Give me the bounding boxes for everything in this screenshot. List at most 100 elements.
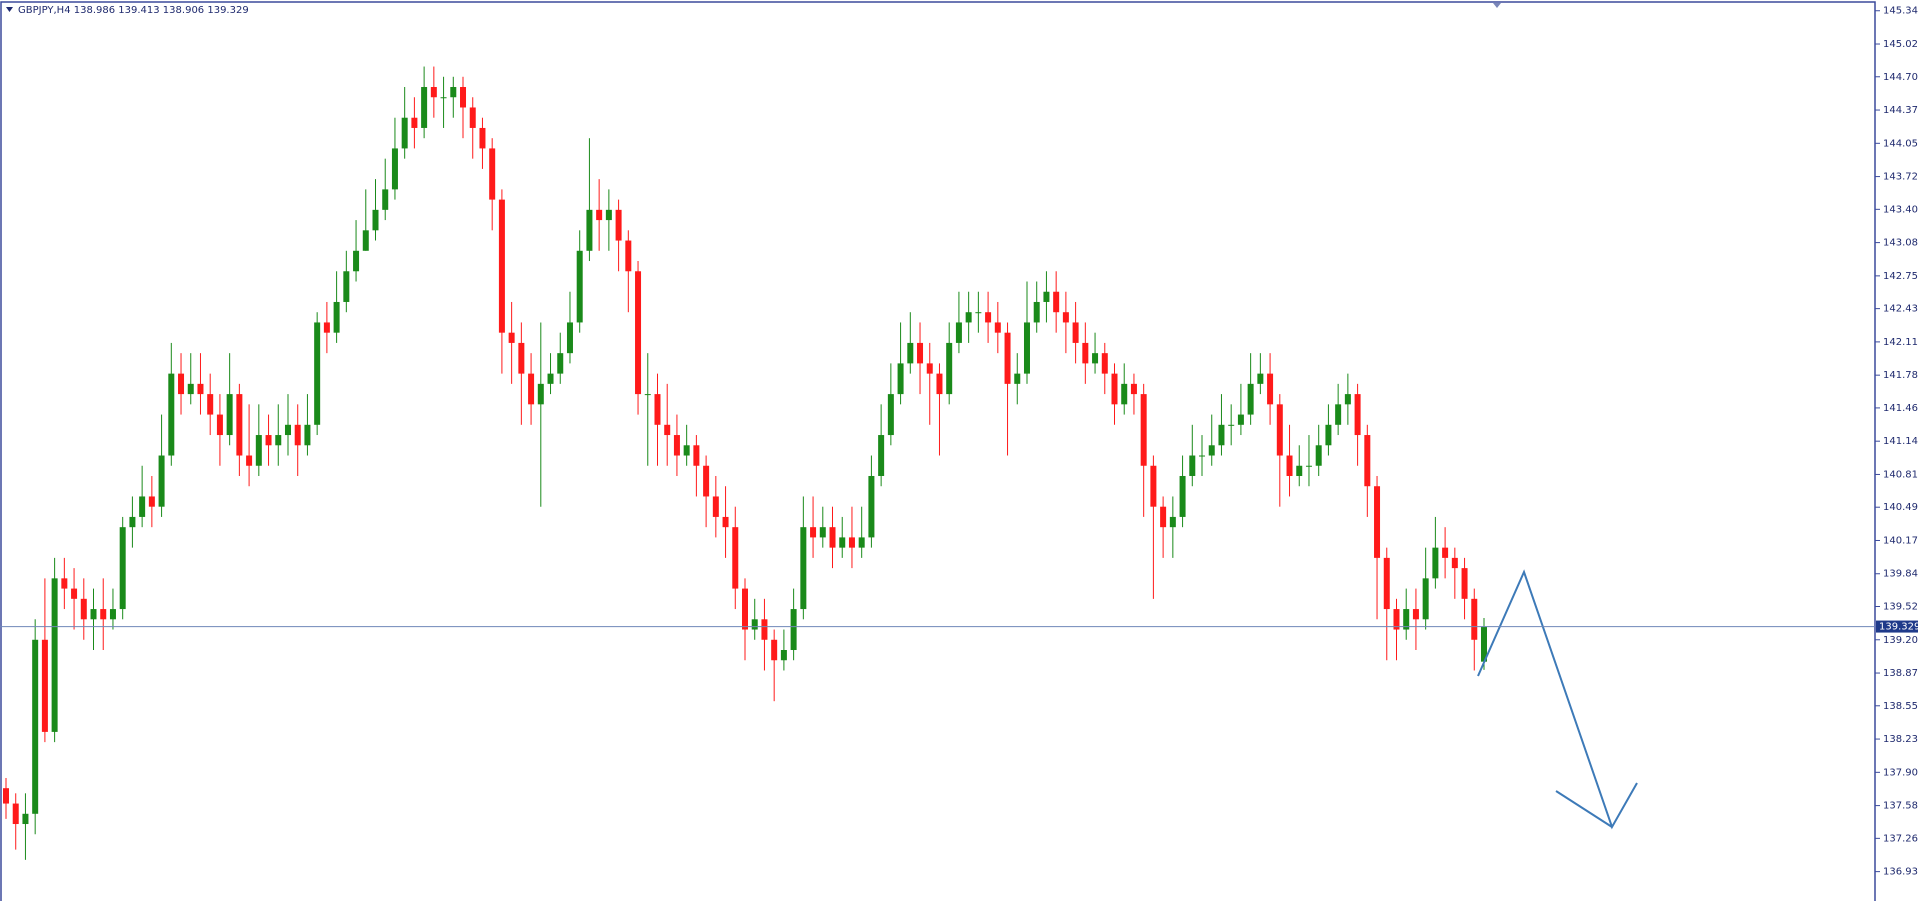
candle-body xyxy=(528,373,535,405)
candle-body xyxy=(848,537,855,548)
y-tick-label: 142.435 xyxy=(1883,304,1918,315)
candle-body xyxy=(1237,414,1244,425)
y-tick-label: 144.050 xyxy=(1883,138,1918,149)
candle-body xyxy=(1286,455,1293,476)
candle-body xyxy=(654,394,661,425)
candle-body xyxy=(275,435,282,446)
candle-body xyxy=(985,312,992,323)
candle-body xyxy=(41,639,48,732)
y-tick-label: 142.755 xyxy=(1883,271,1918,282)
candle-body xyxy=(61,578,68,589)
shift-marker xyxy=(1493,3,1501,8)
candle-body xyxy=(401,117,408,149)
candle-body xyxy=(761,619,768,640)
y-tick-label: 143.080 xyxy=(1883,238,1918,249)
candle-body xyxy=(1247,383,1254,415)
candle-body xyxy=(508,332,515,343)
candle-body xyxy=(372,209,379,231)
candle-body xyxy=(1257,373,1264,384)
candle-body xyxy=(353,250,360,272)
candle-body xyxy=(635,271,642,395)
candle-body xyxy=(411,117,418,128)
candle-body xyxy=(800,527,807,610)
forecast-arrow-head xyxy=(1555,790,1613,828)
candle-body xyxy=(1354,394,1361,436)
y-tick-label: 139.525 xyxy=(1883,602,1918,613)
candle-body xyxy=(284,424,291,436)
candle-body xyxy=(1140,394,1147,466)
candle-body xyxy=(868,475,875,538)
candle-body xyxy=(100,609,107,620)
candle-body xyxy=(1072,322,1079,343)
candle-body xyxy=(1442,547,1449,558)
candle-body xyxy=(810,527,817,538)
candle-body xyxy=(139,496,146,517)
candle-body xyxy=(1461,568,1468,599)
y-tick-label: 138.230 xyxy=(1883,734,1918,745)
y-tick-label: 141.140 xyxy=(1883,436,1918,447)
candle-body xyxy=(1481,626,1487,662)
candle-body xyxy=(129,516,136,528)
candle-body xyxy=(1150,465,1157,507)
candle-body xyxy=(1023,322,1030,374)
candle-body xyxy=(460,87,467,108)
candle-body xyxy=(187,383,194,395)
candle-body xyxy=(1374,486,1381,558)
candle-body xyxy=(955,322,962,343)
candle-body xyxy=(119,527,126,610)
candle-body xyxy=(829,527,836,548)
candle-body xyxy=(80,598,87,620)
y-tick-label: 137.260 xyxy=(1883,833,1918,844)
candle-body xyxy=(586,209,593,251)
y-tick-label: 136.935 xyxy=(1883,867,1918,878)
candle-body xyxy=(430,87,437,98)
candle-body xyxy=(780,650,787,661)
candle-body xyxy=(1169,516,1176,528)
candle-body xyxy=(576,250,583,323)
candle-body xyxy=(664,424,671,436)
candle-body xyxy=(1412,609,1419,620)
candle-body xyxy=(1296,465,1303,476)
y-tick-label: 140.495 xyxy=(1883,502,1918,513)
candle-body xyxy=(1121,383,1128,405)
y-tick-label: 145.020 xyxy=(1883,39,1918,50)
y-tick-label: 138.875 xyxy=(1883,668,1918,679)
candle-body xyxy=(751,619,758,630)
plot-border xyxy=(0,1,1876,901)
candle-body xyxy=(362,230,369,251)
y-tick-label: 144.700 xyxy=(1883,72,1918,83)
candle-body xyxy=(819,527,826,538)
candle-body xyxy=(1208,445,1215,456)
candle-body xyxy=(1276,404,1283,456)
candle-body xyxy=(22,813,29,825)
candle-body xyxy=(1422,578,1429,620)
candle-body xyxy=(566,322,573,354)
y-tick-label: 141.785 xyxy=(1883,370,1918,381)
candle-body xyxy=(32,639,39,814)
bid-label: 139.329 xyxy=(1879,622,1918,633)
candle-body xyxy=(51,578,58,732)
candle-body xyxy=(3,788,9,804)
candle-body xyxy=(1364,435,1371,487)
y-tick-label: 140.170 xyxy=(1883,535,1918,546)
candle-body xyxy=(1189,455,1196,476)
candle-body xyxy=(926,363,933,374)
candle-body xyxy=(994,322,1001,333)
candle-body xyxy=(1004,332,1011,384)
candle-body xyxy=(771,639,778,661)
candle-body xyxy=(12,803,19,825)
candle-body xyxy=(1082,342,1089,364)
candle-body xyxy=(878,435,885,476)
candle-body xyxy=(858,537,865,548)
candle-body xyxy=(197,383,204,395)
candle-body xyxy=(1199,455,1206,457)
candle-body xyxy=(421,87,428,128)
y-tick-label: 143.405 xyxy=(1883,204,1918,215)
candle-body xyxy=(1043,291,1050,302)
candle-body xyxy=(790,609,797,651)
candles xyxy=(3,66,1487,860)
y-tick-label: 139.200 xyxy=(1883,635,1918,646)
chart-title: GBPJPY,H4 138.986 139.413 138.906 139.32… xyxy=(18,5,249,16)
candle-body xyxy=(742,588,748,630)
